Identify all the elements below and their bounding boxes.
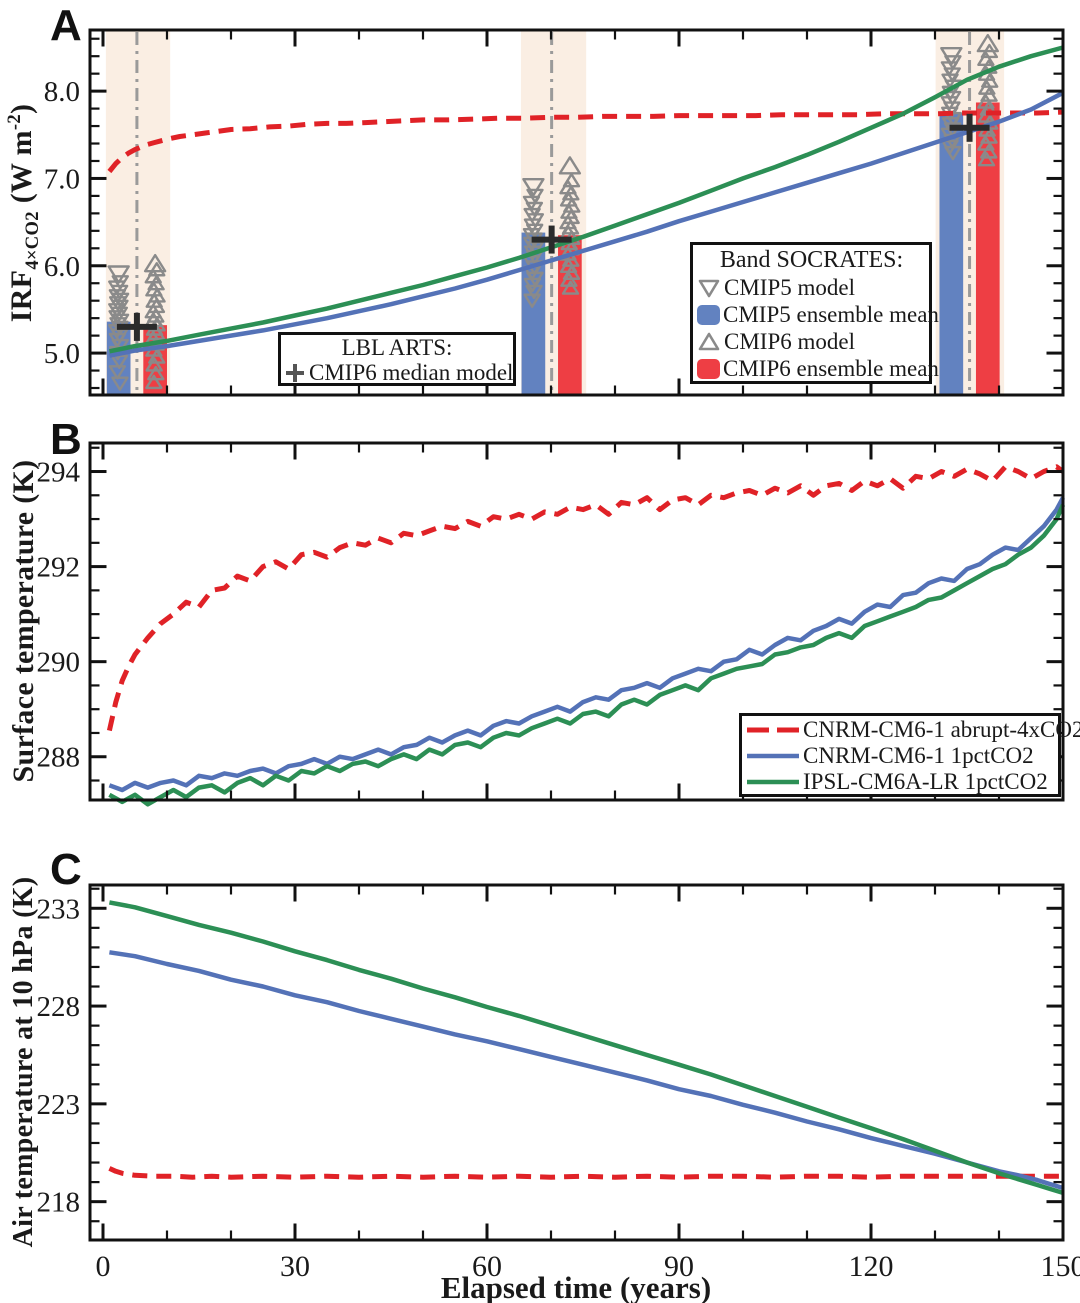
panel-frame-and-ticks: 5.0 6.0 7.0 8.0	[44, 28, 1065, 397]
x-tick-label: 0	[95, 1250, 110, 1283]
cmip5-model-marker	[944, 145, 962, 161]
series-ipsl-cm6a-lr-1pctco2	[108, 45, 1064, 354]
green-line-swatch	[746, 777, 800, 787]
cmip6-model-marker	[558, 156, 582, 175]
x-tick-label: 30	[280, 1250, 310, 1283]
panel-B: 288 290 292 294	[37, 441, 1066, 807]
red-dashed-line-swatch	[746, 725, 800, 735]
blue-square-icon	[697, 304, 720, 325]
series-cnrm-cm6-1-abrupt-4xco2	[107, 109, 1064, 174]
cmip6-model-marker	[145, 374, 163, 390]
cmip6-model-marker	[976, 33, 999, 53]
legend-lbl-arts-title: LBL ARTS:	[341, 335, 453, 360]
y-axis-title-b: Surface temperature (K)	[7, 459, 40, 783]
y-axis-title-c: Air temperature at 10 hPa (K)	[8, 876, 39, 1248]
y-tick-label: 6.0	[44, 251, 80, 283]
panel-frame	[88, 441, 1065, 802]
x-tick-label: 60	[472, 1250, 502, 1283]
up-triangle-icon	[697, 331, 721, 353]
y-tick-label: 218	[37, 1187, 81, 1219]
y-tick-label: 228	[37, 991, 81, 1023]
plus-marker-icon	[284, 362, 306, 384]
y-tick-label: 5.0	[44, 338, 80, 370]
legend-entry-label: CMIP6 median model	[309, 359, 514, 385]
y-tick-label: 292	[37, 552, 81, 584]
legend-entry-label: IPSL-CM6A-LR 1pctCO2	[803, 769, 1048, 794]
bar-cmip5-ensemble-mean	[939, 112, 964, 394]
panel-A: 5.0 6.0 7.0 8.0	[44, 28, 1065, 397]
panel-c-label: C	[50, 845, 82, 894]
series-cnrm-cm6-1-1pctco2	[108, 90, 1065, 358]
y-tick-label: 223	[37, 1089, 81, 1121]
cmip5-model-marker	[522, 177, 545, 197]
cmip5-model-marker	[107, 265, 130, 284]
x-tick-label: 150	[1041, 1250, 1080, 1283]
legend-lbl-arts: LBL ARTS: CMIP6 median model	[278, 332, 516, 386]
y-axis-title-a: IRF4×CO2 (W m-2)	[4, 103, 43, 323]
legend-entry-label: CMIP6 model	[724, 328, 855, 354]
legend-entry-label: CNRM-CM6-1 abrupt-4xCO2	[803, 717, 1080, 742]
y-tick-label: 288	[37, 742, 81, 774]
y-tick-label: 8.0	[44, 76, 80, 108]
y-tick-label: 233	[37, 893, 81, 925]
legend-panel-b: CNRM-CM6-1 abrupt-4xCO2 CNRM-CM6-1 1pctC…	[739, 713, 1080, 797]
x-tick-label: 90	[664, 1250, 694, 1283]
y-tick-label: 290	[37, 647, 81, 679]
y-tick-label: 7.0	[44, 163, 80, 195]
series-cnrm-cm6-1-1pctco2	[108, 496, 1065, 793]
lbl-arts-median-plus-marker	[531, 225, 572, 254]
panel-frame	[88, 883, 1065, 1242]
series-ipsl-cm6a-lr-1pctco2	[108, 503, 1066, 807]
lbl-arts-median-plus-marker	[116, 312, 157, 341]
down-triangle-icon	[697, 277, 721, 299]
x-axis-title: Elapsed time (years)	[440, 1270, 712, 1303]
model-scatter-markers	[107, 253, 167, 391]
series-ipsl-cm6a-lr-1pctco2	[108, 900, 1064, 1196]
legend-entry-label: CNRM-CM6-1 1pctCO2	[803, 743, 1034, 768]
cmip6-model-marker	[561, 280, 580, 295]
panel-C: 218 223 228 233 0 30 60 90 120 150	[37, 883, 1080, 1283]
series-cnrm-cm6-1-abrupt-4xco2	[108, 1166, 1063, 1180]
legend-entry-label: CMIP5 ensemble mean	[723, 301, 939, 327]
cmip6-model-marker	[977, 152, 996, 167]
legend-socrates-title: Band SOCRATES:	[719, 247, 904, 273]
panel-frame-and-ticks: 218 223 228 233 0 30 60 90 120 150	[37, 883, 1080, 1283]
cmip6-model-marker	[562, 252, 580, 267]
series-cnrm-cm6-1-abrupt-4xco2	[106, 464, 1065, 732]
lbl-arts-median-plus-marker	[949, 113, 990, 142]
legend-entry-label: CMIP5 model	[724, 274, 855, 300]
x-tick-label: 120	[848, 1250, 893, 1283]
legend-band-socrates: Band SOCRATES: CMIP5 model CMIP5 ensembl…	[690, 242, 939, 384]
y-tick-label: 294	[37, 457, 81, 489]
legend-entry-label: CMIP6 ensemble mean	[723, 355, 939, 381]
panel-a-label: A	[50, 1, 82, 50]
cmip5-model-marker	[111, 376, 129, 391]
series-cnrm-cm6-1-1pctco2	[109, 950, 1064, 1191]
red-square-icon	[697, 358, 720, 379]
cmip5-model-marker	[108, 365, 127, 380]
cmip5-model-marker	[525, 284, 543, 300]
panel-frame-and-ticks: 288 290 292 294	[37, 441, 1065, 802]
panel-b-label: B	[50, 415, 82, 464]
blue-line-swatch	[746, 751, 800, 761]
bar-cmip6-ensemble-mean	[975, 102, 1000, 394]
cmip5-model-marker	[523, 293, 541, 308]
panel-frame	[88, 28, 1065, 397]
